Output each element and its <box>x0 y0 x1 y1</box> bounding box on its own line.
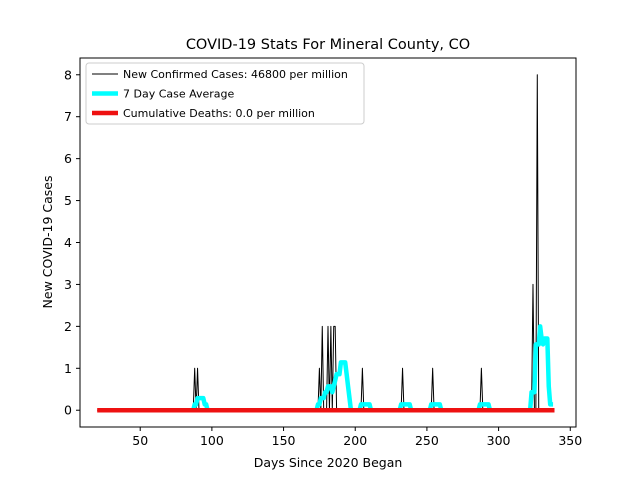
x-tick-label: 200 <box>343 433 367 448</box>
y-tick-label: 4 <box>64 235 72 250</box>
x-tick-label: 50 <box>132 433 148 448</box>
y-tick-label: 8 <box>64 67 72 82</box>
y-tick-label: 2 <box>64 319 72 334</box>
y-tick-label: 0 <box>64 403 72 418</box>
y-axis-label: New COVID-19 Cases <box>40 176 55 309</box>
legend-entry-7-day-average-label: 7 Day Case Average <box>123 88 235 101</box>
series-line-7-day-average <box>191 324 554 413</box>
legend-entry-new-cases-label: New Confirmed Cases: 46800 per million <box>123 68 348 81</box>
x-tick-label: 150 <box>272 433 296 448</box>
legend: New Confirmed Cases: 46800 per million 7 … <box>85 62 365 125</box>
x-tick-label: 100 <box>200 433 224 448</box>
series-line-new-cases <box>97 74 555 411</box>
x-tick-label: 300 <box>487 433 511 448</box>
x-axis-label: Days Since 2020 Began <box>254 455 403 470</box>
x-tick-label: 250 <box>415 433 439 448</box>
chart-title: COVID-19 Stats For Mineral County, CO <box>186 37 470 53</box>
y-tick-label: 6 <box>64 151 72 166</box>
y-tick-label: 3 <box>64 277 72 292</box>
legend-entry-cumulative-deaths-label: Cumulative Deaths: 0.0 per million <box>123 107 315 120</box>
y-tick-label: 1 <box>64 361 72 376</box>
y-tick-label: 5 <box>64 193 72 208</box>
y-tick-label: 7 <box>64 109 72 124</box>
x-tick-label: 350 <box>558 433 582 448</box>
